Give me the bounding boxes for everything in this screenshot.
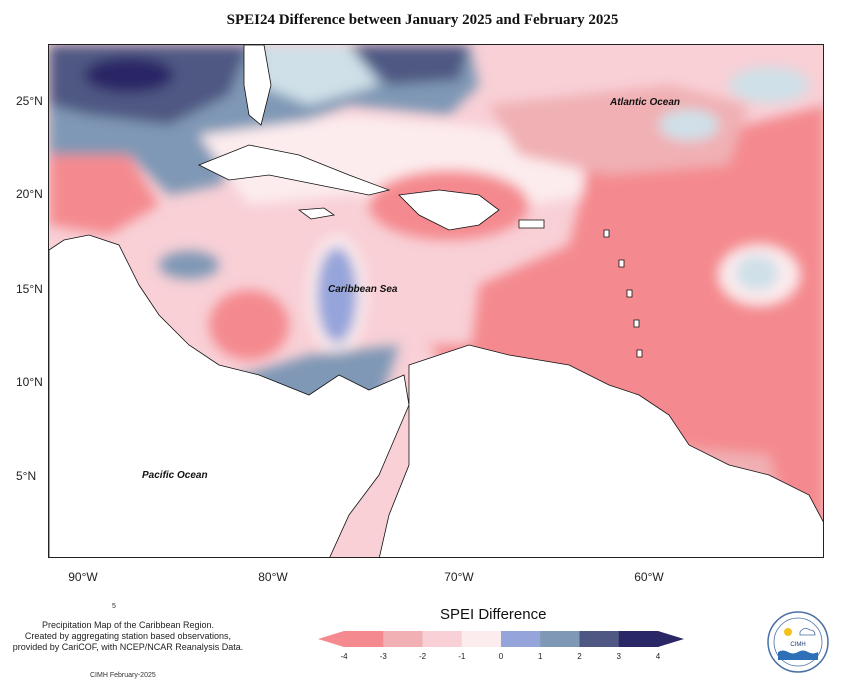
legend-tick-label: 4 xyxy=(655,652,661,661)
legend-swatch xyxy=(383,631,423,647)
map-frame xyxy=(48,44,824,558)
legend-swatch xyxy=(540,631,580,647)
credit-footer: CIMH February-2025 xyxy=(90,672,156,679)
legend-colorbar xyxy=(318,631,684,647)
legend-swatch xyxy=(501,631,541,647)
legend-swatch xyxy=(579,631,620,647)
lat-label-10n: 10°N xyxy=(16,375,43,389)
lat-label-5n: 5°N xyxy=(16,469,37,483)
lon-label-80w: 80°W xyxy=(258,570,288,584)
label-caribbean-sea: Caribbean Sea xyxy=(328,284,398,295)
spei-map xyxy=(49,45,823,557)
legend-tick-label: -3 xyxy=(379,652,387,661)
land xyxy=(49,45,823,557)
tiny-mark: 5 xyxy=(112,603,116,610)
map-title: SPEI24 Difference between January 2025 a… xyxy=(226,12,619,28)
lon-label-60w: 60°W xyxy=(634,570,664,584)
wave-icon xyxy=(778,650,818,660)
lat-label-15n: 15°N xyxy=(16,282,43,296)
legend-swatch xyxy=(422,631,463,647)
lon-label-90w: 90°W xyxy=(68,570,98,584)
legend-tick-label: 0 xyxy=(498,652,504,661)
cloud-icon xyxy=(799,628,816,636)
credit-block: Precipitation Map of the Caribbean Regio… xyxy=(8,620,248,653)
legend-title: SPEI Difference xyxy=(440,606,547,623)
credit-line-1: Precipitation Map of the Caribbean Regio… xyxy=(41,620,215,630)
logo-text: CIMH xyxy=(790,642,805,648)
credit-line-2: Created by aggregating station based obs… xyxy=(24,631,232,641)
credit-line-3: provided by CariCOF, with NCEP/NCAR Rean… xyxy=(12,642,244,652)
legend-tick-label: 3 xyxy=(616,652,621,661)
lon-label-70w: 70°W xyxy=(444,570,474,584)
legend-swatches xyxy=(318,631,684,647)
label-atlantic-ocean: Atlantic Ocean xyxy=(610,97,681,108)
label-pacific-ocean: Pacific Ocean xyxy=(142,470,208,481)
sun-icon xyxy=(784,628,792,636)
legend-swatch xyxy=(461,631,502,647)
legend-tick-label: -2 xyxy=(418,652,427,661)
legend-tick-label: 2 xyxy=(577,652,582,661)
lat-label-25n: 25°N xyxy=(16,94,43,108)
legend-swatch xyxy=(618,631,659,647)
legend-swatch xyxy=(344,631,384,647)
legend-arrow-left xyxy=(318,631,344,647)
legend-tick-label: -1 xyxy=(458,652,466,661)
legend-tick-label: -4 xyxy=(340,652,348,661)
lat-label-20n: 20°N xyxy=(16,187,43,201)
cimh-logo: CIMH xyxy=(767,611,829,673)
legend-tick-label: 1 xyxy=(538,652,543,661)
legend-arrow-right xyxy=(658,631,684,647)
